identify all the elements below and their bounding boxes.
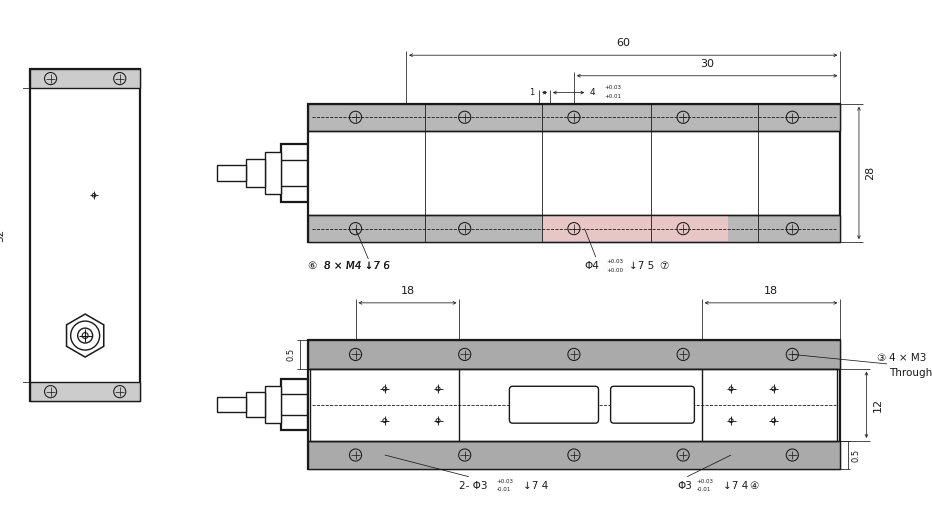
- Text: +0.00: +0.00: [606, 268, 624, 272]
- Text: 8 × M4 ↓7 6: 8 × M4 ↓7 6: [324, 262, 391, 271]
- Text: 0.5: 0.5: [286, 348, 295, 361]
- Text: 28: 28: [865, 166, 875, 180]
- Text: ③: ③: [876, 353, 885, 363]
- Bar: [308, 441, 841, 469]
- Bar: [308, 215, 841, 242]
- Bar: [308, 340, 841, 469]
- Bar: [246, 159, 265, 187]
- Text: ↓7 4: ↓7 4: [722, 481, 747, 491]
- Text: +0.03: +0.03: [606, 259, 624, 264]
- Bar: [542, 217, 729, 241]
- Polygon shape: [66, 314, 103, 357]
- Text: 60: 60: [616, 38, 630, 47]
- Text: -0.01: -0.01: [497, 487, 511, 492]
- Bar: [281, 144, 308, 202]
- Bar: [246, 392, 265, 417]
- Text: ↓7 5: ↓7 5: [629, 262, 654, 271]
- Text: +0.03: +0.03: [604, 86, 621, 90]
- Text: 18: 18: [764, 286, 778, 296]
- Text: 4 × M3: 4 × M3: [889, 353, 926, 363]
- Bar: [30, 382, 141, 401]
- Text: ⑦: ⑦: [659, 262, 668, 271]
- Bar: [308, 104, 841, 131]
- Text: +0.01: +0.01: [604, 94, 621, 99]
- Bar: [217, 165, 246, 181]
- Bar: [217, 397, 246, 412]
- Text: ↓7 4: ↓7 4: [523, 481, 548, 491]
- Text: Through: Through: [889, 368, 932, 378]
- Text: 0.5: 0.5: [852, 448, 860, 462]
- Bar: [281, 379, 308, 430]
- Bar: [265, 152, 281, 194]
- Text: ④: ④: [748, 481, 758, 491]
- Text: +0.03: +0.03: [696, 479, 714, 484]
- Bar: [265, 386, 281, 424]
- Text: +0.03: +0.03: [497, 479, 514, 484]
- Text: 18: 18: [401, 286, 415, 296]
- Text: 4: 4: [589, 88, 595, 97]
- Bar: [308, 104, 841, 242]
- Bar: [310, 368, 838, 441]
- Bar: [30, 69, 141, 401]
- Text: 2- Φ3: 2- Φ3: [459, 481, 487, 491]
- FancyBboxPatch shape: [510, 386, 598, 423]
- Text: 30: 30: [700, 59, 714, 69]
- Text: 52: 52: [0, 229, 5, 241]
- Text: 12: 12: [872, 398, 883, 412]
- Bar: [30, 69, 141, 88]
- FancyBboxPatch shape: [610, 386, 694, 423]
- Text: 8 × M4 ↓7 6: 8 × M4 ↓7 6: [324, 262, 391, 271]
- Bar: [308, 340, 841, 368]
- Text: Φ3: Φ3: [678, 481, 692, 491]
- Text: -0.01: -0.01: [696, 487, 711, 492]
- Text: Φ4: Φ4: [584, 262, 599, 271]
- Text: ⑥: ⑥: [308, 262, 317, 271]
- Text: 1: 1: [529, 88, 535, 97]
